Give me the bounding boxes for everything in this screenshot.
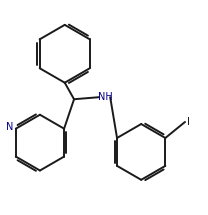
Text: I: I: [187, 117, 190, 127]
Text: NH: NH: [98, 92, 112, 102]
Text: N: N: [6, 122, 13, 132]
